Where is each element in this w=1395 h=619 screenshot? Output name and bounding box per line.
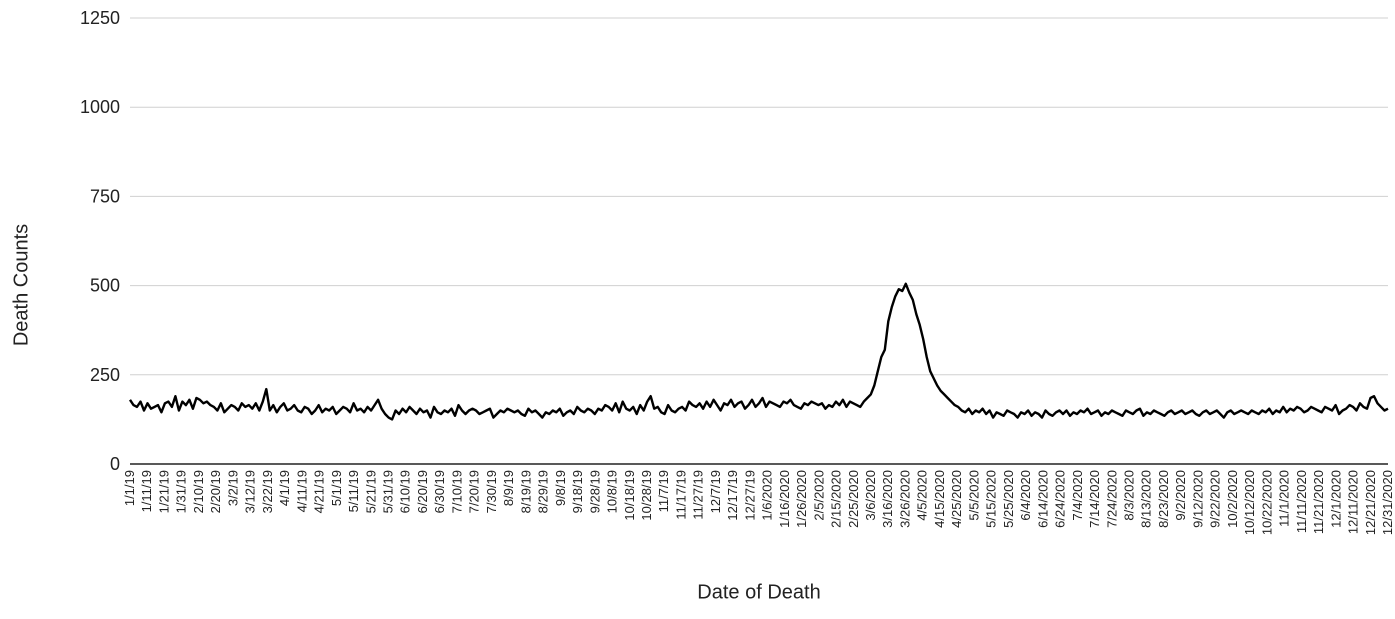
x-tick-label: 3/6/2020 <box>863 470 878 521</box>
x-axis-title: Date of Death <box>697 581 821 604</box>
x-tick-label: 5/21/19 <box>363 470 378 513</box>
x-tick-label: 7/10/19 <box>449 470 464 513</box>
x-tick-label: 1/6/2020 <box>760 470 775 521</box>
x-tick-label: 12/21/2020 <box>1363 470 1378 535</box>
x-tick-label: 7/14/2020 <box>1087 470 1102 528</box>
x-tick-label: 11/1/2020 <box>1277 470 1292 527</box>
x-tick-label: 10/28/19 <box>639 470 654 521</box>
y-tick-label: 500 <box>90 276 120 296</box>
x-tick-label: 9/18/19 <box>570 470 585 513</box>
x-tick-label: 9/22/2020 <box>1208 470 1223 528</box>
x-tick-label: 10/2/2020 <box>1225 470 1240 528</box>
series-line <box>128 282 1389 421</box>
x-tick-label: 5/25/2020 <box>1001 470 1016 528</box>
x-tick-label: 6/14/2020 <box>1035 470 1050 528</box>
x-tick-label: 4/21/19 <box>312 470 327 513</box>
x-tick-label: 11/7/19 <box>656 470 671 512</box>
x-tick-label: 3/12/19 <box>243 470 258 513</box>
x-tick-label: 1/11/19 <box>139 470 154 512</box>
x-tick-label: 1/16/2020 <box>777 470 792 528</box>
x-tick-label: 2/10/19 <box>191 470 206 513</box>
x-tick-label: 7/30/19 <box>484 470 499 513</box>
x-tick-label: 4/15/2020 <box>932 470 947 528</box>
x-tick-label: 11/17/19 <box>673 470 688 520</box>
y-tick-label: 250 <box>90 365 120 385</box>
x-tick-label: 2/20/19 <box>208 470 223 513</box>
x-tick-label: 9/12/2020 <box>1190 470 1205 528</box>
x-tick-label: 4/1/19 <box>277 470 292 506</box>
x-tick-label: 8/29/19 <box>536 470 551 513</box>
x-axis-tick-labels: 1/1/19 1/11/19 1/21/19 1/31/19 2/10/19 2/20/1… <box>122 470 1395 535</box>
x-tick-label: 2/5/2020 <box>811 470 826 521</box>
x-tick-label: 6/20/19 <box>415 470 430 513</box>
x-tick-label: 11/11/2020 <box>1294 470 1309 533</box>
x-tick-label: 5/5/2020 <box>966 470 981 521</box>
x-tick-label: 5/31/19 <box>380 470 395 513</box>
y-axis-title: Death Counts <box>10 223 33 347</box>
y-tick-label: 1250 <box>80 8 120 28</box>
x-tick-label: 7/4/2020 <box>1070 470 1085 521</box>
x-tick-label: 12/11/2020 <box>1346 470 1361 534</box>
x-tick-label: 10/8/19 <box>605 470 620 513</box>
x-tick-label: 2/15/2020 <box>829 470 844 528</box>
x-tick-label: 7/24/2020 <box>1104 470 1119 528</box>
x-tick-label: 10/12/2020 <box>1242 470 1257 535</box>
x-tick-label: 9/28/19 <box>587 470 602 513</box>
x-tick-label: 11/27/19 <box>691 470 706 520</box>
x-tick-label: 8/3/2020 <box>1122 470 1137 521</box>
x-tick-label: 3/26/2020 <box>897 470 912 528</box>
x-tick-label: 4/5/2020 <box>915 470 930 521</box>
x-tick-label: 10/22/2020 <box>1259 470 1274 535</box>
x-tick-label: 3/22/19 <box>260 470 275 513</box>
x-tick-label: 3/16/2020 <box>880 470 895 528</box>
x-tick-label: 8/19/19 <box>518 470 533 513</box>
x-tick-label: 1/1/19 <box>122 470 137 506</box>
grid-lines <box>130 17 1388 376</box>
x-tick-label: 6/10/19 <box>398 470 413 513</box>
y-tick-label: 0 <box>110 454 120 474</box>
x-tick-label: 7/20/19 <box>467 470 482 513</box>
x-tick-label: 2/25/2020 <box>846 470 861 528</box>
x-tick-label: 4/11/19 <box>294 470 309 512</box>
x-tick-label: 5/11/19 <box>346 470 361 512</box>
x-tick-label: 12/17/19 <box>725 470 740 521</box>
x-tick-label: 1/26/2020 <box>794 470 809 528</box>
x-tick-label: 12/7/19 <box>708 470 723 513</box>
y-tick-label: 750 <box>90 186 120 206</box>
x-tick-label: 8/9/19 <box>501 470 516 506</box>
x-tick-label: 12/31/2020 <box>1380 470 1395 535</box>
x-tick-label: 1/21/19 <box>156 470 171 513</box>
x-tick-label: 6/24/2020 <box>1053 470 1068 528</box>
x-tick-label: 6/30/19 <box>432 470 447 513</box>
x-tick-label: 5/15/2020 <box>984 470 999 528</box>
x-tick-label: 11/21/2020 <box>1311 470 1326 534</box>
x-tick-label: 6/4/2020 <box>1018 470 1033 521</box>
x-tick-label: 9/2/2020 <box>1173 470 1188 521</box>
x-tick-label: 3/2/19 <box>225 470 240 506</box>
x-tick-label: 8/13/2020 <box>1139 470 1154 528</box>
y-tick-label: 1000 <box>80 97 120 117</box>
x-tick-label: 1/31/19 <box>174 470 189 513</box>
x-tick-label: 4/25/2020 <box>949 470 964 528</box>
x-tick-label: 9/8/19 <box>553 470 568 506</box>
x-tick-label: 5/1/19 <box>329 470 344 506</box>
x-tick-label: 10/18/19 <box>622 470 637 521</box>
y-axis-tick-labels: 0 250 500 750 1000 1250 <box>80 8 120 474</box>
x-tick-label: 8/23/2020 <box>1156 470 1171 528</box>
x-tick-label: 12/1/2020 <box>1328 470 1343 528</box>
x-tick-label: 12/27/19 <box>742 470 757 521</box>
